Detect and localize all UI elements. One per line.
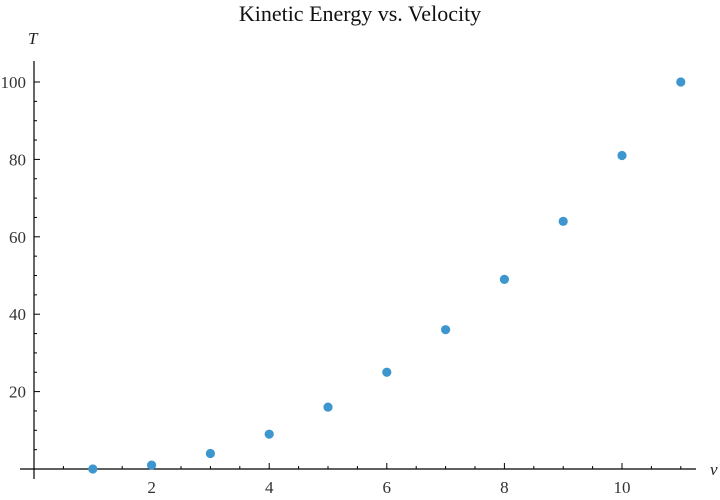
data-point [617, 150, 627, 161]
x-axis-label: v [710, 460, 718, 479]
y-tick-label: 80 [9, 150, 26, 169]
data-point [382, 367, 392, 377]
data-point [205, 448, 215, 459]
x-tick-label: 2 [147, 478, 156, 497]
data-points [88, 77, 686, 474]
data-point [147, 460, 157, 470]
x-tick-label: 6 [383, 478, 392, 497]
axes: 2 4 6 8 10 20 40 60 80 100 [1, 61, 696, 497]
data-point [676, 77, 686, 87]
data-point [88, 464, 98, 474]
x-tick-label: 8 [500, 478, 509, 497]
chart-title: Kinetic Energy vs. Velocity [238, 1, 482, 26]
x-tick-label: 10 [614, 478, 631, 497]
x-tick-label: 4 [265, 478, 274, 497]
y-tick-label: 100 [1, 73, 27, 92]
data-point [264, 429, 274, 439]
data-point [499, 274, 509, 284]
y-tick-label: 60 [9, 228, 26, 247]
y-tick-label: 40 [9, 305, 26, 324]
y-tick-label: 20 [9, 383, 26, 402]
data-point [441, 325, 451, 335]
y-axis-label: T [28, 29, 39, 48]
data-point [558, 216, 568, 226]
data-point [323, 402, 333, 412]
